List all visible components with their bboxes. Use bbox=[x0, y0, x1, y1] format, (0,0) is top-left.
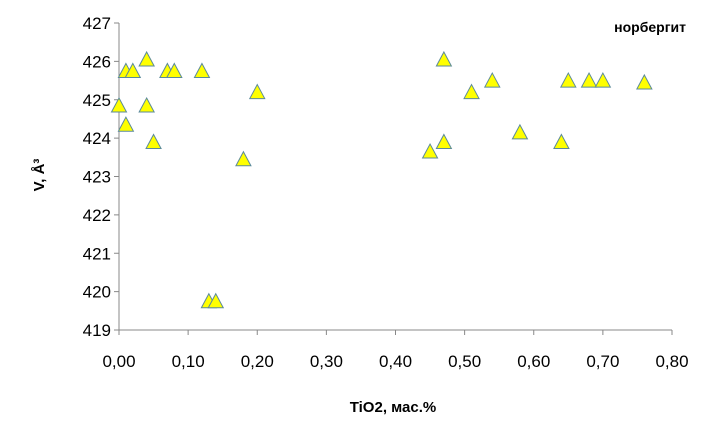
data-point-triangle bbox=[559, 72, 577, 88]
x-tick-label: 0,30 bbox=[310, 352, 343, 371]
data-point-triangle bbox=[145, 133, 162, 149]
x-tick-label: 0,00 bbox=[102, 352, 135, 371]
y-tick-label: 421 bbox=[83, 244, 111, 263]
y-tick-label: 425 bbox=[83, 91, 111, 110]
x-axis-ticks: 0,00 0,10 0,20 0,30 0,40 0,50 0,60 0,70 0,80 bbox=[102, 330, 689, 371]
data-point-triangle bbox=[110, 96, 128, 113]
data-point-triangle bbox=[124, 62, 142, 78]
data-point-triangle bbox=[193, 62, 211, 78]
y-tick-label: 419 bbox=[83, 321, 111, 340]
data-point-triangle bbox=[207, 292, 225, 309]
x-tick-label: 0,40 bbox=[379, 352, 412, 371]
data-point-triangle bbox=[435, 50, 453, 67]
y-tick-label: 422 bbox=[83, 206, 111, 225]
legend-label: норбергит bbox=[614, 19, 686, 35]
data-point-triangle bbox=[235, 150, 252, 167]
data-point-triangle bbox=[138, 50, 155, 67]
x-axis-title: TiO2, мас.% bbox=[350, 399, 437, 416]
y-axis-title: V, Å³ bbox=[31, 159, 48, 192]
x-tick-label: 0,50 bbox=[448, 352, 481, 371]
x-tick-label: 0,60 bbox=[517, 352, 550, 371]
data-point-triangle bbox=[636, 73, 653, 90]
x-tick-label: 0,20 bbox=[241, 352, 274, 371]
y-tick-label: 427 bbox=[83, 14, 111, 33]
data-point-triangle bbox=[553, 133, 570, 149]
data-point-triangle bbox=[138, 96, 155, 113]
y-tick-label: 420 bbox=[83, 283, 111, 302]
x-tick-label: 0,10 bbox=[172, 352, 205, 371]
x-tick-label: 0,80 bbox=[655, 352, 688, 371]
data-markers bbox=[110, 50, 653, 309]
data-point-triangle bbox=[248, 83, 266, 100]
data-point-triangle bbox=[421, 142, 439, 159]
data-point-triangle bbox=[580, 72, 598, 88]
data-point-triangle bbox=[511, 123, 529, 140]
x-tick-label: 0,70 bbox=[586, 352, 619, 371]
data-point-triangle bbox=[463, 83, 480, 100]
y-tick-label: 423 bbox=[83, 168, 111, 187]
data-point-triangle bbox=[117, 116, 135, 132]
data-point-triangle bbox=[165, 62, 183, 78]
data-point-triangle bbox=[435, 133, 453, 149]
y-tick-label: 426 bbox=[83, 52, 111, 71]
data-point-triangle bbox=[594, 72, 612, 88]
y-tick-label: 424 bbox=[83, 129, 111, 148]
y-axis-ticks: 419 420 421 422 423 424 425 426 427 bbox=[83, 14, 119, 340]
data-point-triangle bbox=[483, 72, 501, 88]
